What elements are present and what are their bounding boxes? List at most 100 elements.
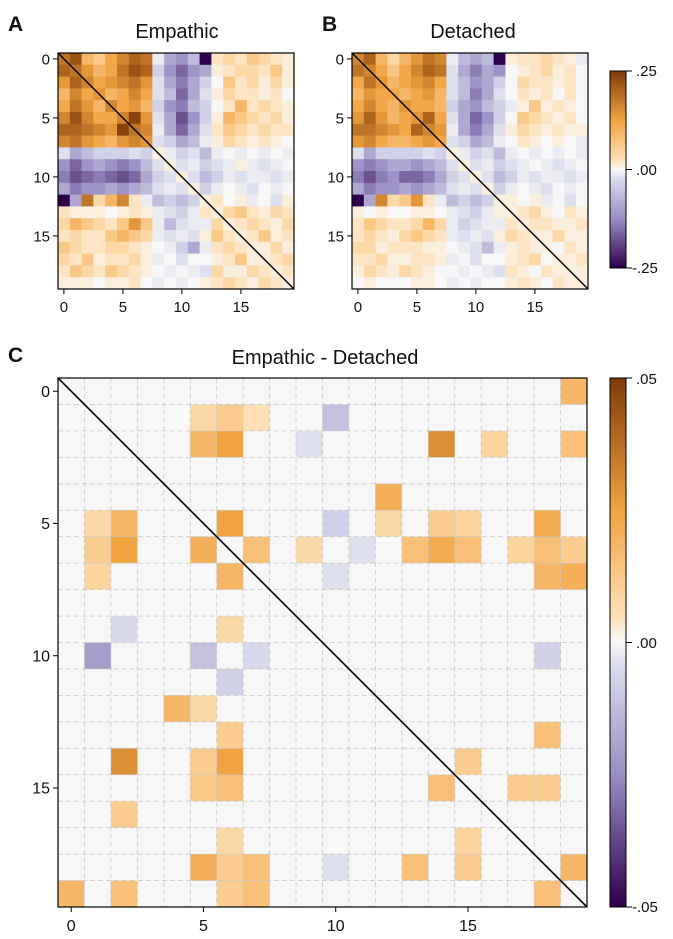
heatmap-cell: [211, 147, 224, 160]
heatmap-cell: [348, 616, 376, 643]
x-tick-label: 15: [527, 299, 544, 316]
heatmap-cell: [434, 218, 447, 231]
heatmap-cell: [211, 253, 224, 266]
heatmap-cell: [235, 76, 248, 89]
heatmap-cell: [529, 147, 542, 160]
heatmap-cell: [243, 721, 270, 749]
heatmap-cell: [258, 241, 271, 254]
heatmap-cell: [243, 483, 270, 511]
heatmap-cell: [117, 241, 130, 254]
heatmap-cell: [58, 206, 71, 219]
heatmap-cell: [246, 64, 259, 77]
heatmap-cell: [481, 721, 509, 749]
heatmap-cell: [401, 589, 429, 617]
x-tick-label: 15: [233, 299, 250, 316]
y-tick-label: 10: [32, 648, 50, 665]
heatmap-cell: [81, 147, 94, 160]
heatmap-cell: [560, 536, 588, 564]
heatmap-cell: [93, 171, 106, 184]
heatmap-cell: [163, 774, 191, 802]
heatmap-cell: [434, 182, 447, 195]
heatmap-cell: [458, 206, 471, 219]
diagonal-line-empathic: [57, 52, 295, 290]
heatmap-cell: [470, 206, 483, 219]
heatmap-cell: [529, 218, 542, 231]
heatmap-cell: [69, 123, 82, 136]
heatmap-cell: [216, 668, 244, 696]
heatmap-cell: [69, 194, 82, 207]
heatmap-cell: [176, 277, 189, 290]
heatmap-cell: [223, 53, 236, 66]
heatmap-cell: [296, 774, 323, 802]
heatmap-cell: [517, 182, 530, 195]
heatmap-cell: [481, 123, 494, 136]
heatmap-cell: [84, 563, 112, 590]
heatmap-cell: [422, 159, 435, 172]
heatmap-cell: [58, 100, 71, 113]
heatmap-cell: [576, 135, 589, 148]
heatmap-cell: [411, 265, 424, 278]
heatmap-cell: [243, 404, 270, 432]
heatmap-cell: [243, 378, 270, 405]
heatmap-cell: [258, 64, 271, 77]
heatmap-cell: [534, 827, 561, 855]
heatmap-cell: [352, 135, 365, 148]
heatmap-cell: [399, 159, 412, 172]
heatmap-cell: [560, 774, 588, 802]
heatmap-cell: [529, 135, 542, 148]
heatmap-cell: [493, 159, 506, 172]
heatmap-cell: [235, 182, 248, 195]
heatmap-cell: [540, 53, 553, 66]
heatmap-cell: [93, 182, 106, 195]
heatmap-cell: [564, 147, 577, 160]
heatmap-cell: [235, 241, 248, 254]
heatmap-cell: [401, 378, 429, 405]
heatmap-cell: [560, 563, 588, 590]
heatmap-cell: [493, 277, 506, 290]
heatmap-cell: [399, 112, 412, 125]
heatmap-cell: [190, 563, 218, 590]
heatmap-cell: [110, 668, 138, 696]
heatmap-cell: [216, 642, 244, 670]
heatmap-cell: [454, 378, 482, 405]
heatmap-cell: [81, 123, 94, 136]
heatmap-cell: [564, 53, 577, 66]
heatmap-cell: [481, 265, 494, 278]
heatmap-cell: [163, 880, 191, 908]
heatmap-cell: [270, 76, 283, 89]
heatmap-cell: [375, 241, 388, 254]
heatmap-cell: [246, 112, 259, 125]
heatmap-cell: [470, 135, 483, 148]
heatmap-cell: [84, 616, 112, 643]
heatmap-cell: [454, 510, 482, 538]
heatmap-cell: [560, 854, 588, 881]
heatmap-cell: [387, 171, 400, 184]
heatmap-cell: [110, 854, 138, 881]
heatmap-cell: [223, 64, 236, 77]
heatmap-cell: [517, 171, 530, 184]
heatmap-cell: [69, 76, 82, 89]
heatmap-cell: [352, 76, 365, 89]
heatmap-cell: [470, 112, 483, 125]
heatmap-cell: [81, 53, 94, 66]
heatmap-cell: [117, 88, 130, 101]
heatmap-cell: [401, 430, 429, 458]
heatmap-cell: [211, 112, 224, 125]
heatmap-cell: [258, 194, 271, 207]
heatmap-cell: [296, 748, 323, 776]
x-tick-label: 0: [67, 918, 76, 935]
heatmap-cell: [458, 194, 471, 207]
heatmap-cell: [199, 100, 212, 113]
heatmap-cell: [84, 430, 112, 458]
heatmap-cell: [387, 123, 400, 136]
heatmap-cell: [152, 88, 165, 101]
heatmap-cell: [269, 880, 297, 908]
heatmap-cell: [560, 827, 588, 855]
heatmap-cell: [517, 64, 530, 77]
heatmap-cell: [258, 135, 271, 148]
heatmap-cell: [235, 100, 248, 113]
heatmap-cell: [470, 100, 483, 113]
heatmap-cell: [140, 100, 153, 113]
heatmap-cell: [493, 206, 506, 219]
heatmap-cell: [269, 774, 297, 802]
